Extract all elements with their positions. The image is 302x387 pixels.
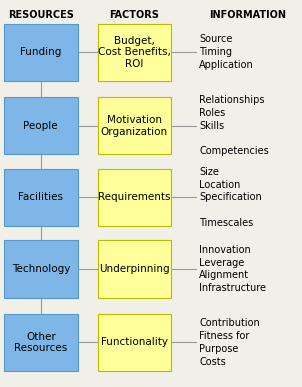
Text: Contribution
Fitness for
Purpose
Costs: Contribution Fitness for Purpose Costs xyxy=(199,318,260,367)
Text: Other
Resources: Other Resources xyxy=(14,332,67,353)
Text: Size
Location
Specification

Timescales: Size Location Specification Timescales xyxy=(199,167,262,228)
FancyBboxPatch shape xyxy=(98,24,171,81)
FancyBboxPatch shape xyxy=(98,97,171,154)
FancyBboxPatch shape xyxy=(4,240,78,298)
Text: Innovation
Leverage
Alignment
Infrastructure: Innovation Leverage Alignment Infrastruc… xyxy=(199,245,266,293)
Text: People: People xyxy=(24,121,58,131)
Text: INFORMATION: INFORMATION xyxy=(209,10,286,20)
Text: Budget,
Cost Benefits,
ROI: Budget, Cost Benefits, ROI xyxy=(98,36,171,69)
FancyBboxPatch shape xyxy=(4,169,78,226)
FancyBboxPatch shape xyxy=(98,314,171,371)
FancyBboxPatch shape xyxy=(4,97,78,154)
Text: Technology: Technology xyxy=(11,264,70,274)
Text: Functionality: Functionality xyxy=(101,337,168,348)
FancyBboxPatch shape xyxy=(4,314,78,371)
Text: FACTORS: FACTORS xyxy=(109,10,159,20)
Text: RESOURCES: RESOURCES xyxy=(8,10,74,20)
FancyBboxPatch shape xyxy=(98,169,171,226)
FancyBboxPatch shape xyxy=(4,24,78,81)
Text: Requirements: Requirements xyxy=(98,192,171,202)
FancyBboxPatch shape xyxy=(98,240,171,298)
Text: Relationships
Roles
Skills

Competencies: Relationships Roles Skills Competencies xyxy=(199,95,269,156)
Text: Facilities: Facilities xyxy=(18,192,63,202)
Text: Funding: Funding xyxy=(20,47,62,57)
Text: Underpinning: Underpinning xyxy=(99,264,170,274)
Text: Source
Timing
Application: Source Timing Application xyxy=(199,34,254,70)
Text: Motivation
Organization: Motivation Organization xyxy=(101,115,168,137)
